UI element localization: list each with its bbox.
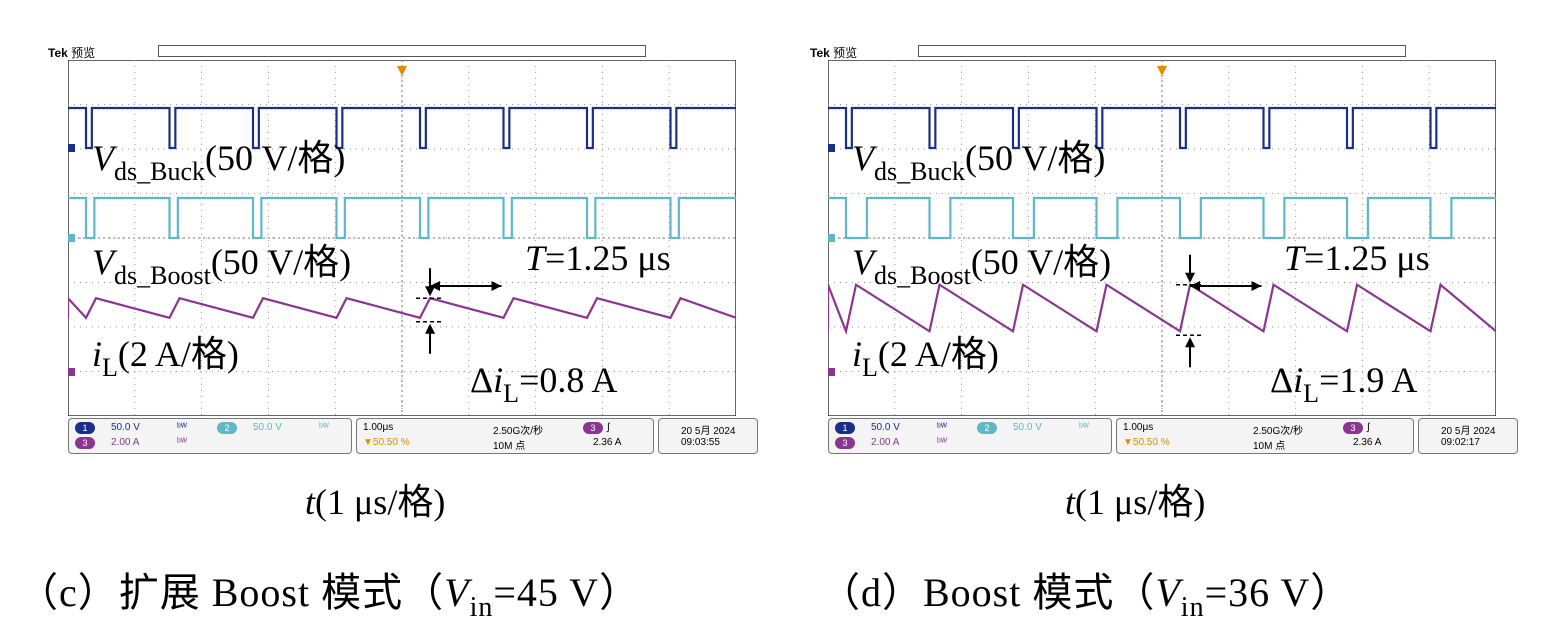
ch2-marker	[68, 234, 75, 242]
trig-level: 2.36 A	[1353, 437, 1382, 448]
date: 20 5月 2024	[1441, 426, 1496, 437]
bw-icon: ᵇᵂ	[937, 437, 947, 448]
record-points: 10M 点	[1253, 441, 1286, 452]
record-bar	[158, 45, 646, 57]
vds-buck-trace	[68, 106, 736, 150]
ch3-badge: 3	[75, 437, 95, 449]
scope-screen	[828, 60, 1496, 416]
trig-ch-badge: 3	[583, 422, 603, 434]
ch3-scale: 2.00 A	[871, 437, 900, 448]
delta-il-label: ΔiL=0.8 A	[470, 360, 618, 408]
period-arrow-head	[430, 281, 440, 291]
brand-label: Tek 预览	[810, 46, 858, 60]
ch1-scale: 50.0 V	[871, 422, 900, 433]
period-label: T=1.25 μs	[525, 238, 671, 278]
ch2-badge: 2	[217, 422, 237, 434]
il-label: iL(2 A/格)	[92, 334, 239, 382]
datetime-box: 20 5月 2024 09:02:17	[1418, 418, 1518, 454]
ch2-marker	[828, 234, 835, 242]
vds-boost-trace	[68, 196, 736, 240]
ch2-badge: 2	[977, 422, 997, 434]
il-trace	[828, 282, 1496, 336]
period-arrow-head	[491, 281, 502, 291]
panel-d: Tek 预览 Vds_Buck(50 V/格) Vds_Boost(50 V/格…	[780, 0, 1540, 633]
vboost-label: Vds_Boost(50 V/格)	[852, 242, 1112, 290]
time: 09:03:55	[681, 437, 720, 448]
ch3-badge: 3	[835, 437, 855, 449]
caption: （d）Boost 模式（Vin=36 V）	[820, 570, 1352, 623]
bw-icon: ᵇᵂ	[1079, 422, 1089, 433]
ch2-scale: 50.0 V	[1013, 422, 1042, 433]
period-arrow-head	[1190, 281, 1200, 291]
vds-boost-trace	[828, 196, 1496, 240]
ripple-arrow-head	[1185, 272, 1196, 283]
bw-icon: ᵇᵂ	[319, 422, 329, 433]
bw-icon: ᵇᵂ	[937, 422, 947, 433]
ch3-scale: 2.00 A	[111, 437, 140, 448]
period-arrow-head	[1251, 281, 1262, 291]
vds-buck-trace	[828, 106, 1496, 150]
panel-c: Tek 预览 Vds_Buck(50 V/格) Vds_Boost(50 V/格…	[0, 0, 760, 633]
date: 20 5月 2024	[681, 426, 736, 437]
ch1-badge: 1	[835, 422, 855, 434]
ch1-marker	[68, 144, 75, 152]
scope-screen	[68, 60, 736, 416]
ripple-arrow-head	[425, 286, 436, 297]
il-label: iL(2 A/格)	[852, 334, 999, 382]
ch2-scale: 50.0 V	[253, 422, 282, 433]
trig-slope-icon: ∫	[607, 422, 610, 433]
bw-icon: ᵇᵂ	[177, 422, 187, 433]
ripple-arrow-head	[425, 323, 436, 334]
timebase: 1.00μs	[1123, 422, 1154, 433]
ch1-marker	[828, 144, 835, 152]
trig-slope-icon: ∫	[1367, 422, 1370, 433]
trig-pos: ▼50.50 %	[1123, 437, 1170, 448]
vbuck-label: Vds_Buck(50 V/格)	[852, 138, 1106, 186]
time: 09:02:17	[1441, 437, 1480, 448]
trig-ch-badge: 3	[1343, 422, 1363, 434]
ripple-arrow-head	[1185, 337, 1196, 348]
channel-scales: 1 50.0 V ᵇᵂ 2 50.0 V ᵇᵂ 3 2.00 A ᵇᵂ	[68, 418, 352, 454]
bw-icon: ᵇᵂ	[177, 437, 187, 448]
sample-rate: 2.50G次/秒	[1253, 426, 1304, 437]
trig-level: 2.36 A	[593, 437, 622, 448]
trig-pos: ▼50.50 %	[363, 437, 410, 448]
timebase-box: 1.00μs 2.50G次/秒 3 ∫ ▼50.50 % 10M 点 2.36 …	[356, 418, 654, 454]
status-bar: 1 50.0 V ᵇᵂ 2 50.0 V ᵇᵂ 3 2.00 A ᵇᵂ 1.00…	[828, 418, 1518, 454]
timebase: 1.00μs	[363, 422, 394, 433]
record-bar	[918, 45, 1406, 57]
timebase-box: 1.00μs 2.50G次/秒 3 ∫ ▼50.50 % 10M 点 2.36 …	[1116, 418, 1414, 454]
brand-label: Tek 预览	[48, 46, 96, 60]
trigger-marker	[397, 66, 407, 76]
x-axis-label: t(1 μs/格)	[1065, 482, 1206, 522]
status-bar: 1 50.0 V ᵇᵂ 2 50.0 V ᵇᵂ 3 2.00 A ᵇᵂ 1.00…	[68, 418, 758, 454]
channel-scales: 1 50.0 V ᵇᵂ 2 50.0 V ᵇᵂ 3 2.00 A ᵇᵂ	[828, 418, 1112, 454]
il-trace	[68, 296, 736, 320]
x-axis-label: t(1 μs/格)	[305, 482, 446, 522]
trigger-marker	[1157, 66, 1167, 76]
period-label: T=1.25 μs	[1284, 238, 1430, 278]
vbuck-label: Vds_Buck(50 V/格)	[92, 138, 346, 186]
ch3-marker	[828, 368, 835, 376]
delta-il-label: ΔiL=1.9 A	[1270, 360, 1418, 408]
ch1-scale: 50.0 V	[111, 422, 140, 433]
caption: （c）扩展 Boost 模式（Vin=45 V）	[18, 570, 641, 623]
record-points: 10M 点	[493, 441, 526, 452]
vboost-label: Vds_Boost(50 V/格)	[92, 242, 352, 290]
sample-rate: 2.50G次/秒	[493, 426, 544, 437]
datetime-box: 20 5月 2024 09:03:55	[658, 418, 758, 454]
ch1-badge: 1	[75, 422, 95, 434]
ch3-marker	[68, 368, 75, 376]
